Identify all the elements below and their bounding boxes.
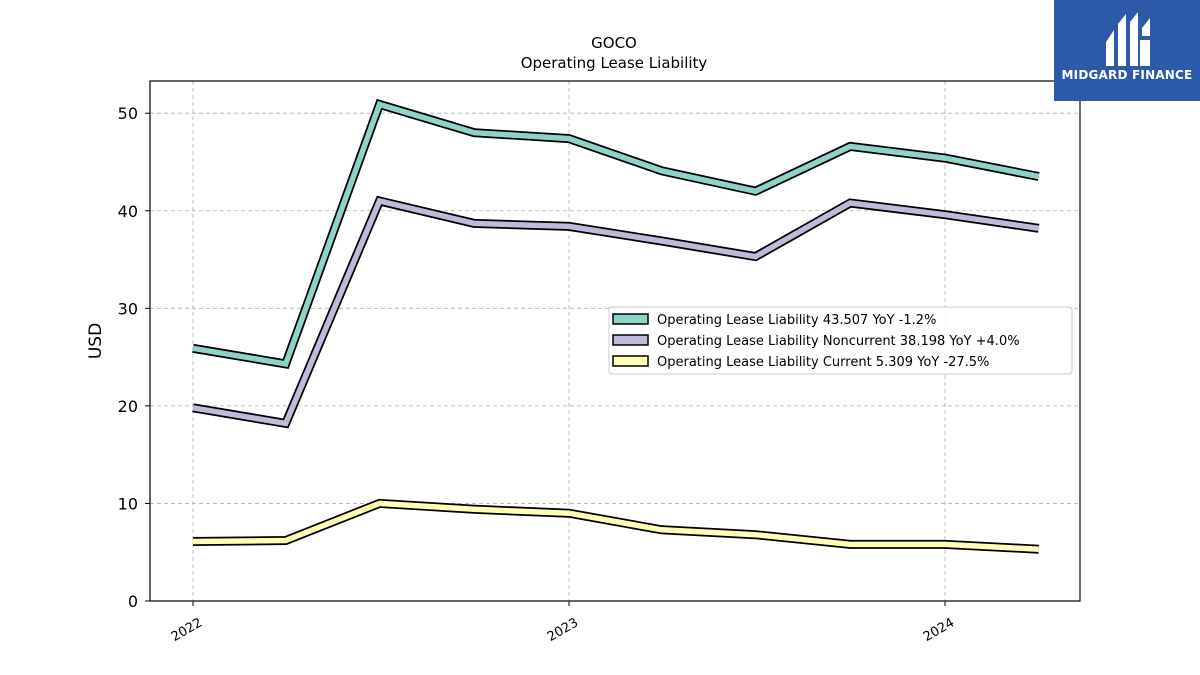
y-tick-label: 0 xyxy=(128,592,138,611)
series-line-3 xyxy=(192,500,1039,552)
x-axis: 2022 2023 2024 xyxy=(169,601,957,645)
series-lines xyxy=(192,98,1040,554)
y-tick-label: 50 xyxy=(118,104,138,123)
series-line-1 xyxy=(192,101,1040,367)
x-tick-label: 2023 xyxy=(545,615,581,645)
y-tick-label: 20 xyxy=(118,397,138,416)
legend-label: Operating Lease Liability Current 5.309 … xyxy=(657,355,989,370)
legend-label: Operating Lease Liability Noncurrent 38.… xyxy=(657,334,1020,349)
y-axis-label: USD xyxy=(86,323,106,359)
logo-text: MIDGARD FINANCE xyxy=(1061,68,1193,82)
legend-swatch xyxy=(612,355,649,367)
x-tick-label: 2022 xyxy=(169,615,205,645)
legend-label: Operating Lease Liability 43.507 YoY -1.… xyxy=(657,313,936,328)
x-tick-label: 2024 xyxy=(921,615,957,645)
series-line-2 xyxy=(192,197,1040,427)
y-axis: 0 10 20 30 40 50 xyxy=(118,104,150,611)
y-tick-label: 30 xyxy=(118,299,138,318)
legend-swatch xyxy=(612,334,649,346)
legend-box xyxy=(608,306,1073,375)
legend: Operating Lease Liability 43.507 YoY -1.… xyxy=(608,306,1073,375)
logo-mark-icon xyxy=(1106,12,1150,66)
chart-subtitle: Operating Lease Liability xyxy=(521,54,708,72)
plot-frame xyxy=(149,80,1081,602)
chart-title: GOCO xyxy=(591,34,637,52)
legend-swatch xyxy=(612,313,649,325)
y-tick-label: 10 xyxy=(118,494,138,513)
y-tick-label: 40 xyxy=(118,202,138,221)
midgard-finance-logo: MIDGARD FINANCE xyxy=(1054,0,1200,101)
